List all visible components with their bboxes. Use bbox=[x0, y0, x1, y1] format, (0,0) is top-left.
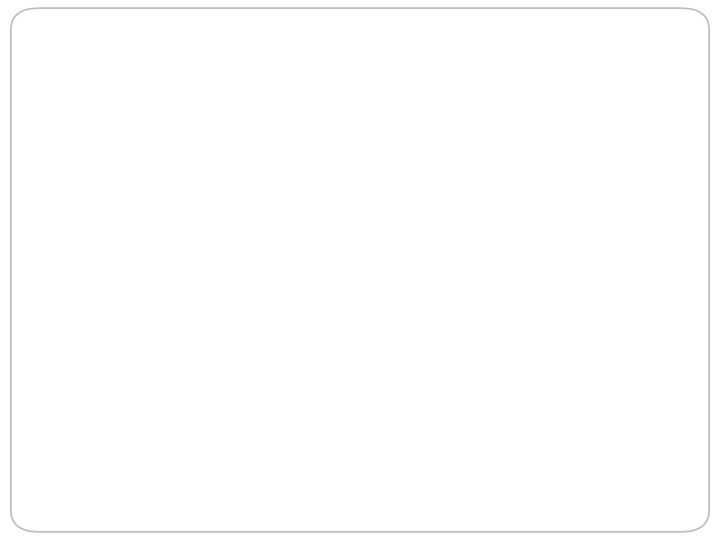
Text: Determine the frequency of oscillation of a phase-shift: Determine the frequency of oscillation o… bbox=[76, 162, 690, 184]
Text: μ: μ bbox=[447, 247, 459, 265]
Text: ↰: ↰ bbox=[54, 162, 75, 186]
Text: consisting of 13-Ω resistors and 100-   F capacitors.: consisting of 13-Ω resistors and 100- F … bbox=[92, 254, 677, 276]
Text: oscillator with a three-section feedback network: oscillator with a three-section feedback… bbox=[92, 208, 639, 230]
Text: EXAMPLE 1-3: EXAMPLE 1-3 bbox=[58, 76, 346, 113]
